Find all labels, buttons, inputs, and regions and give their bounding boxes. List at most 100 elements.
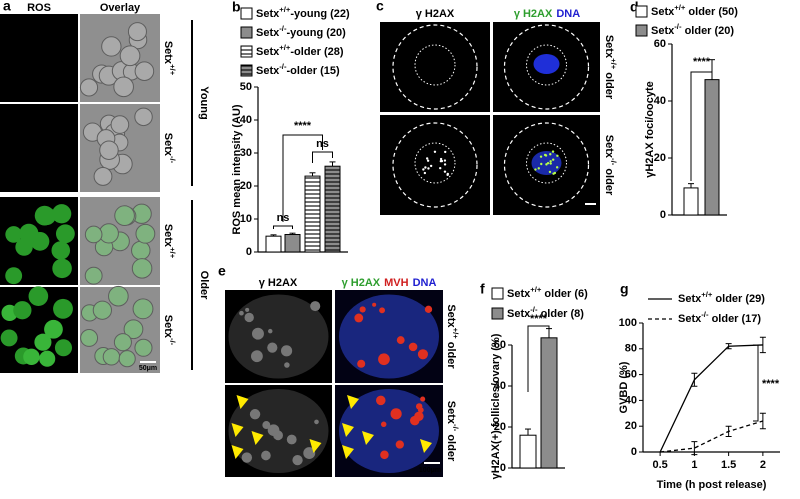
significance-label: **** — [294, 120, 312, 132]
cell — [92, 300, 112, 320]
bar — [519, 434, 537, 469]
header-part: MVH — [384, 277, 409, 289]
panel-letter: g — [620, 281, 629, 297]
foci — [556, 154, 559, 157]
foci — [548, 170, 552, 174]
cell — [28, 286, 49, 307]
arrowhead — [309, 439, 322, 453]
cell — [114, 205, 135, 226]
column-header: ROS — [27, 2, 51, 14]
legend-label: Setx+/+ older (6) — [507, 285, 588, 300]
foci — [543, 153, 547, 157]
cell — [102, 348, 121, 366]
arrowhead — [347, 395, 359, 409]
follicle — [280, 345, 293, 357]
group-label: Older — [198, 271, 210, 300]
image-panel — [0, 104, 78, 192]
cell — [79, 78, 99, 97]
row-label: Setx-/- older — [445, 401, 460, 462]
legend-swatch — [240, 45, 253, 58]
foci — [439, 166, 442, 170]
nucleus-outline — [414, 142, 456, 184]
column-header: Overlay — [100, 2, 141, 14]
significance-bracket — [312, 151, 333, 163]
row-label: Setx+/+ — [162, 224, 177, 259]
follicle — [314, 419, 319, 425]
follicle — [354, 313, 364, 323]
arrowhead — [362, 431, 374, 445]
significance-label: **** — [762, 378, 780, 390]
follicle — [310, 301, 321, 312]
cell — [34, 205, 55, 226]
foci — [546, 161, 550, 165]
bar — [540, 337, 558, 469]
cell — [131, 258, 153, 279]
cell — [19, 223, 39, 243]
cell — [0, 329, 18, 347]
cell — [5, 267, 23, 285]
foci — [549, 162, 552, 165]
nucleus-outline — [526, 142, 567, 184]
foci — [549, 153, 552, 156]
legend-label: Setx-/- older (8) — [507, 305, 584, 320]
follicle — [372, 302, 377, 307]
foci — [422, 168, 425, 171]
column-header: γ H2AX DNA — [514, 8, 580, 20]
follicle — [357, 359, 366, 368]
follicle — [261, 450, 271, 461]
significance-label: ns — [316, 138, 329, 150]
follicle — [376, 395, 386, 406]
foci — [553, 171, 557, 175]
arrowhead — [236, 395, 249, 409]
foci — [423, 171, 427, 175]
x-tick-label: 1.5 — [721, 459, 736, 471]
panel-letter: b — [232, 0, 241, 15]
cell — [23, 348, 40, 366]
cell — [55, 224, 75, 244]
y-tick-label: 50 — [240, 81, 252, 93]
cell — [44, 319, 63, 339]
significance-bracket — [690, 71, 713, 181]
y-tick-label: 10 — [240, 213, 252, 225]
bar — [683, 187, 699, 216]
x-tick-label: 1 — [691, 459, 697, 471]
cell — [80, 328, 99, 347]
y-axis-label: γH2AX foci/oocyte — [644, 81, 656, 178]
dna-signal — [533, 54, 560, 74]
image-panel — [380, 22, 490, 112]
cell — [118, 350, 136, 368]
y-tick-label: 60 — [625, 369, 637, 381]
y-tick-label: 0 — [500, 462, 506, 474]
foci — [551, 158, 555, 161]
follicle — [396, 336, 405, 345]
y-axis-label: GVBD (%) — [618, 361, 630, 413]
foci — [426, 159, 430, 162]
significance-label: **** — [530, 313, 548, 325]
header-part: γ H2AX — [416, 8, 455, 20]
follicle — [241, 452, 253, 463]
follicle — [249, 409, 261, 420]
arrowhead — [251, 431, 264, 445]
arrowhead — [231, 445, 244, 459]
cell — [110, 115, 130, 134]
panel-letter: d — [630, 0, 639, 15]
cell — [135, 223, 156, 244]
foci — [555, 166, 559, 169]
header-part: DNA — [413, 277, 437, 289]
header-part: DNA — [556, 8, 580, 20]
scale-bar-label: 10μm — [581, 207, 599, 214]
cell — [52, 204, 72, 224]
header-part: γ H2AX — [259, 277, 298, 289]
follicle — [268, 328, 273, 334]
bar — [324, 165, 341, 253]
cell — [131, 240, 151, 261]
follicle — [408, 342, 418, 352]
cell — [134, 61, 155, 81]
cell — [127, 22, 147, 42]
y-tick-label: 40 — [494, 380, 506, 392]
foci — [534, 168, 537, 171]
foci — [439, 159, 443, 163]
foci — [427, 167, 430, 170]
follicle — [284, 362, 290, 368]
bar — [265, 235, 282, 253]
